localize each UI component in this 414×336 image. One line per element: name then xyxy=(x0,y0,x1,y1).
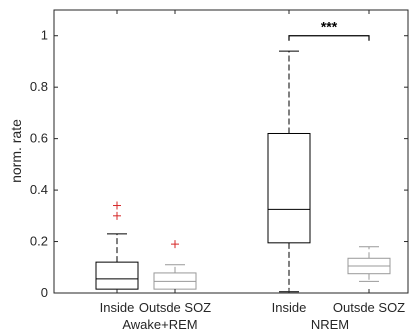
x-group-label: Awake+REM xyxy=(122,317,197,332)
axes-frame xyxy=(53,9,409,294)
y-tick-label: 0.4 xyxy=(30,182,48,197)
y-tick-label: 0.8 xyxy=(30,79,48,94)
box-4 xyxy=(347,246,391,282)
significance-annotation: *** xyxy=(288,19,370,41)
y-tick-label: 0 xyxy=(41,285,48,300)
x-tick-label: Outsde SOZ xyxy=(139,300,211,315)
y-axis-label: norm. rate xyxy=(8,119,24,183)
significance-label: *** xyxy=(321,19,338,35)
box-3 xyxy=(267,50,311,293)
y-tick-label: 1 xyxy=(41,28,48,43)
axes: 0 0.2 0.4 0.6 0.8 1 Inside Outsde SOZ Inside Outs… xyxy=(30,9,409,332)
outlier-marker xyxy=(113,211,121,220)
outlier-marker xyxy=(171,240,179,249)
x-tick-label: Inside xyxy=(272,300,307,315)
x-tick-label: Inside xyxy=(100,300,135,315)
outlier-marker xyxy=(113,201,121,210)
y-tick-label: 0.6 xyxy=(30,131,48,146)
x-group-label: NREM xyxy=(311,317,349,332)
significance-bracket xyxy=(288,35,370,41)
y-tick-label: 0.2 xyxy=(30,234,48,249)
plot-area xyxy=(54,10,408,293)
box-iqr xyxy=(267,132,311,244)
x-tick-label: Outsde SOZ xyxy=(333,300,405,315)
